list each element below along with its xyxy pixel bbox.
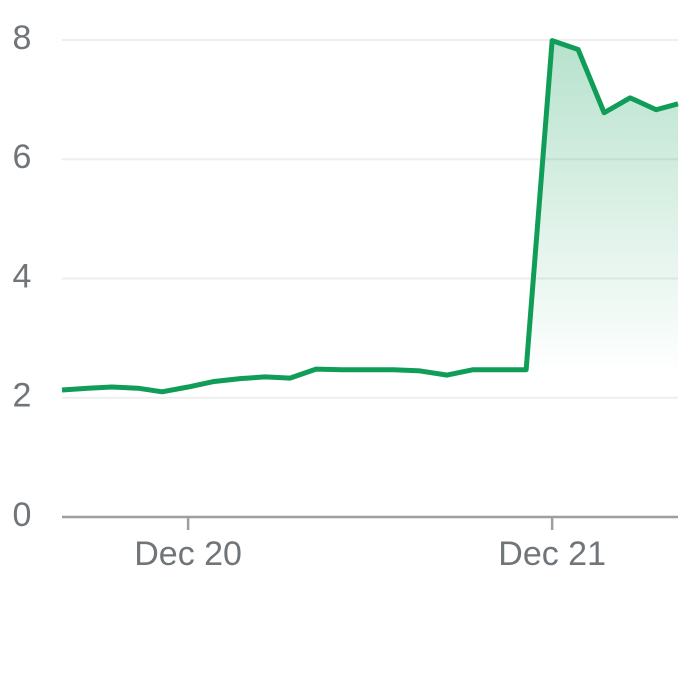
y-tick-label: 0 bbox=[13, 496, 32, 534]
area bbox=[62, 40, 678, 517]
y-tick-label: 8 bbox=[13, 19, 32, 57]
x-tick-label: Dec 21 bbox=[498, 535, 606, 573]
y-tick-label: 2 bbox=[13, 377, 32, 415]
y-tick-label: 6 bbox=[13, 138, 32, 176]
y-tick-label: 4 bbox=[13, 257, 32, 295]
line bbox=[61, 38, 679, 395]
x-tick-label: Dec 20 bbox=[134, 535, 242, 573]
